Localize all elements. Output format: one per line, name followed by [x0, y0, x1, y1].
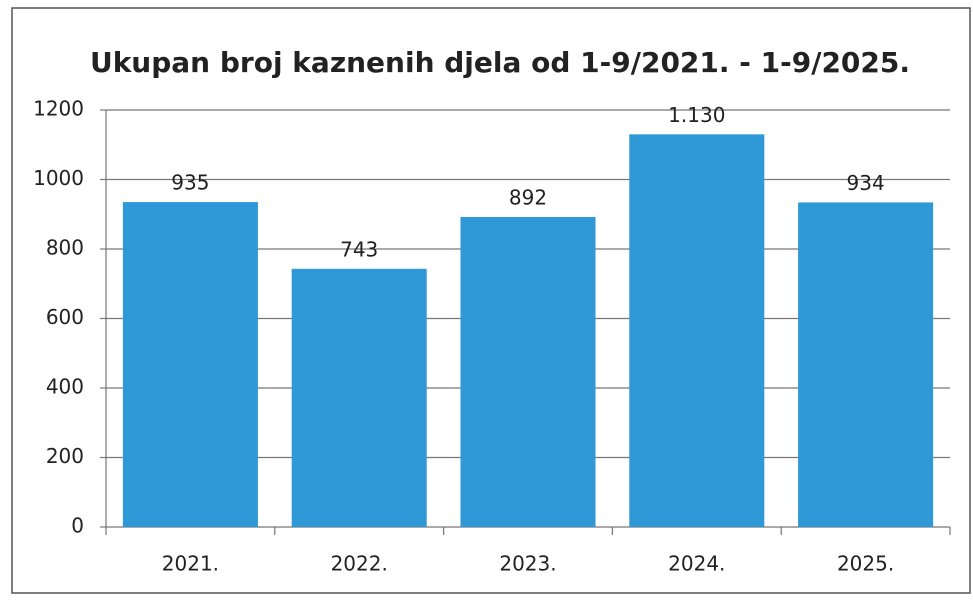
y-tick-label: 200 — [46, 444, 84, 468]
bar — [798, 202, 934, 527]
y-tick-label: 1000 — [33, 166, 84, 190]
y-tick-label: 800 — [46, 236, 84, 260]
y-tick-label: 0 — [71, 514, 84, 538]
data-label: 935 — [171, 171, 209, 195]
chart-title: Ukupan broj kaznenih djela od 1-9/2021. … — [90, 46, 910, 79]
x-tick-label: 2023. — [499, 552, 556, 576]
bar — [122, 202, 258, 527]
data-label: 1.130 — [668, 103, 725, 127]
data-label: 743 — [340, 237, 378, 261]
data-label: 934 — [847, 171, 885, 195]
bar — [629, 134, 765, 527]
data-label: 892 — [509, 186, 547, 210]
y-tick-label: 400 — [46, 375, 84, 399]
y-tick-label: 1200 — [33, 97, 84, 121]
x-tick-label: 2024. — [668, 552, 725, 576]
x-tick-label: 2021. — [162, 552, 219, 576]
y-tick-label: 600 — [46, 305, 84, 329]
bar — [291, 268, 427, 527]
bar — [460, 217, 596, 527]
x-tick-label: 2025. — [837, 552, 894, 576]
x-tick-label: 2022. — [331, 552, 388, 576]
